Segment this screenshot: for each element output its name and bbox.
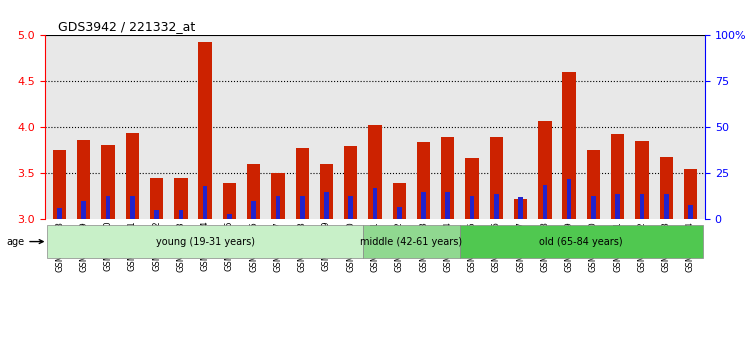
Bar: [586, 150, 600, 219]
Bar: [494, 194, 499, 219]
Bar: [538, 121, 551, 219]
Bar: [542, 184, 548, 219]
Bar: [223, 183, 236, 219]
Bar: [446, 192, 450, 219]
Bar: [664, 194, 668, 219]
Bar: [150, 178, 164, 219]
Bar: [490, 137, 503, 219]
Bar: [101, 145, 115, 219]
Bar: [178, 210, 183, 219]
Bar: [659, 157, 673, 219]
Bar: [562, 72, 576, 219]
Bar: [567, 179, 572, 219]
Text: GDS3942 / 221332_at: GDS3942 / 221332_at: [58, 20, 196, 33]
Bar: [392, 183, 406, 219]
Bar: [47, 225, 363, 258]
Bar: [441, 137, 454, 219]
Bar: [199, 42, 211, 219]
Bar: [422, 192, 426, 219]
Bar: [53, 150, 66, 219]
Bar: [591, 195, 596, 219]
Bar: [227, 214, 232, 219]
Bar: [251, 201, 256, 219]
Text: middle (42-61 years): middle (42-61 years): [360, 236, 463, 247]
Bar: [296, 148, 309, 219]
Bar: [247, 164, 260, 219]
Bar: [320, 164, 333, 219]
Bar: [349, 195, 353, 219]
Bar: [417, 142, 430, 219]
Bar: [275, 195, 280, 219]
Bar: [466, 158, 478, 219]
Bar: [615, 194, 620, 219]
Bar: [611, 134, 624, 219]
Bar: [363, 225, 460, 258]
Bar: [514, 199, 527, 219]
Bar: [344, 146, 358, 219]
Bar: [130, 195, 135, 219]
Text: old (65-84 years): old (65-84 years): [539, 236, 623, 247]
Bar: [688, 205, 693, 219]
Text: age: age: [6, 236, 43, 247]
Bar: [77, 140, 91, 219]
Bar: [324, 192, 328, 219]
Bar: [154, 210, 159, 219]
Bar: [684, 169, 697, 219]
Bar: [106, 195, 110, 219]
Bar: [397, 207, 401, 219]
Bar: [126, 133, 139, 219]
Bar: [272, 173, 284, 219]
Bar: [640, 194, 644, 219]
Bar: [174, 178, 188, 219]
Bar: [635, 141, 649, 219]
Bar: [82, 201, 86, 219]
Text: young (19-31 years): young (19-31 years): [156, 236, 255, 247]
Bar: [57, 209, 62, 219]
Bar: [202, 186, 208, 219]
Bar: [373, 188, 377, 219]
Bar: [460, 225, 703, 258]
Bar: [518, 198, 523, 219]
Bar: [368, 125, 382, 219]
Bar: [300, 195, 304, 219]
Bar: [470, 195, 475, 219]
